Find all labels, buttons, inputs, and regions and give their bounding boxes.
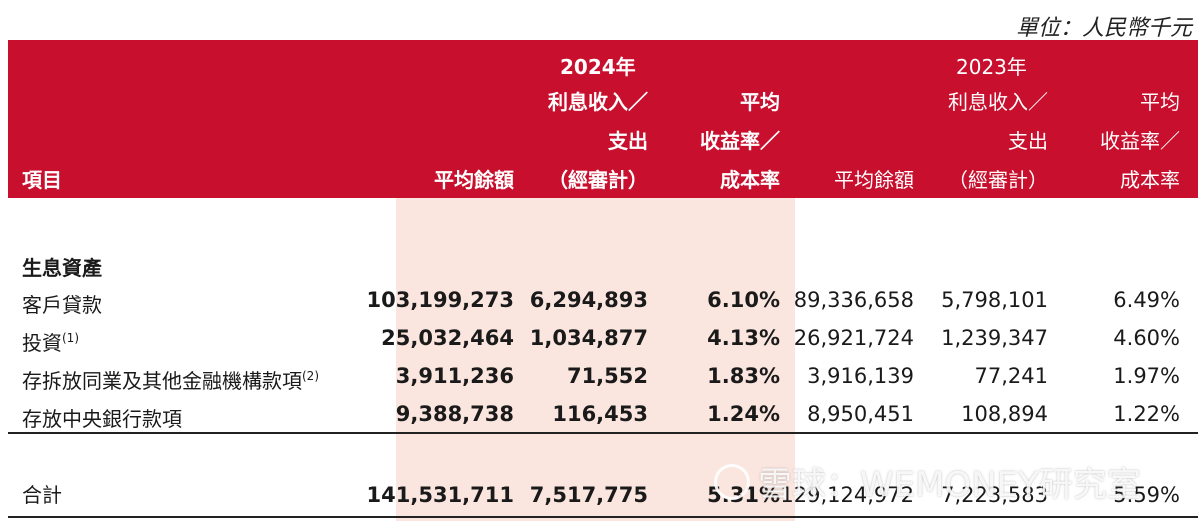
cell-rate-2024: 6.10%	[707, 288, 780, 312]
cell-balance-2024: 103,199,273	[366, 288, 514, 312]
unit-label: 單位：人民幣千元	[1015, 16, 1192, 41]
cell-interest-2024: 71,552	[566, 364, 648, 388]
bottom-divider-line	[8, 516, 1198, 518]
cell-interest-2024: 1,034,877	[529, 326, 648, 350]
divider-line	[8, 432, 1198, 434]
row-label: 存拆放同業及其他金融機構款項(2)	[22, 369, 319, 393]
cell-interest-2024: 116,453	[552, 402, 648, 426]
header-avg-balance-2024: 平均餘額	[434, 168, 514, 192]
header-yield-2023-l1: 平均	[1140, 90, 1180, 114]
cell-rate-2024: 1.83%	[707, 364, 780, 388]
cell-balance-2024: 9,388,738	[395, 402, 514, 426]
row-label: 存放中央銀行款項	[22, 407, 182, 431]
header-yield-2024-l2: 收益率／	[700, 129, 780, 153]
cell-balance-2023: 3,916,139	[807, 364, 914, 388]
cell-balance-2023: 8,950,451	[807, 402, 914, 426]
header-interest-2023-l1: 利息收入／	[948, 90, 1048, 114]
header-item: 項目	[22, 168, 62, 192]
row-label: 投資(1)	[22, 331, 79, 355]
total-row: 合計 141,531,711 7,517,775 5.31% 129,124,9…	[0, 478, 1200, 512]
total-balance-2023: 129,124,972	[780, 483, 914, 507]
header-interest-2023-l2: 支出	[1008, 129, 1048, 153]
header-year-2024: 2024年	[560, 55, 636, 79]
header-avg-balance-2023: 平均餘額	[834, 168, 914, 192]
total-interest-2024: 7,517,775	[529, 483, 648, 507]
header-yield-2024-l3: 成本率	[720, 168, 780, 192]
header-interest-2023-l3: （經審計）	[948, 168, 1048, 192]
header-yield-2023-l2: 收益率／	[1100, 129, 1180, 153]
table-row: 客戶貸款 103,199,273 6,294,893 6.10% 89,336,…	[0, 283, 1200, 317]
cell-rate-2024: 1.24%	[707, 402, 780, 426]
table-row: 存放中央銀行款項 9,388,738 116,453 1.24% 8,950,4…	[0, 397, 1200, 431]
cell-balance-2024: 25,032,464	[381, 326, 514, 350]
section-title: 生息資產	[22, 256, 102, 280]
table-header	[8, 40, 1198, 198]
cell-rate-2023: 6.49%	[1113, 288, 1180, 312]
total-balance-2024: 141,531,711	[366, 483, 514, 507]
cell-interest-2023: 1,239,347	[941, 326, 1048, 350]
cell-interest-2023: 5,798,101	[941, 288, 1048, 312]
cell-rate-2023: 1.97%	[1113, 364, 1180, 388]
snowball-logo-icon	[714, 464, 750, 500]
total-rate-2023: 5.59%	[1113, 483, 1180, 507]
cell-interest-2024: 6,294,893	[529, 288, 648, 312]
total-interest-2023: 7,223,583	[941, 483, 1048, 507]
cell-rate-2023: 4.60%	[1113, 326, 1180, 350]
table-row: 存拆放同業及其他金融機構款項(2) 3,911,236 71,552 1.83%…	[0, 359, 1200, 393]
header-yield-2024-l1: 平均	[740, 90, 780, 114]
header-interest-2024-l2: 支出	[608, 129, 648, 153]
cell-balance-2023: 89,336,658	[793, 288, 914, 312]
cell-balance-2023: 26,921,724	[793, 326, 914, 350]
cell-interest-2023: 108,894	[961, 402, 1048, 426]
row-label: 客戶貸款	[22, 293, 102, 317]
cell-rate-2024: 4.13%	[707, 326, 780, 350]
header-yield-2023-l3: 成本率	[1120, 168, 1180, 192]
watermark-text: 雪球：WEMONEY研究室	[758, 465, 1141, 505]
cell-balance-2024: 3,911,236	[395, 364, 514, 388]
cell-interest-2023: 77,241	[974, 364, 1048, 388]
watermark: 雪球：WEMONEY研究室	[714, 455, 1198, 515]
total-label: 合計	[22, 483, 62, 507]
table-row: 投資(1) 25,032,464 1,034,877 4.13% 26,921,…	[0, 321, 1200, 355]
header-interest-2024-l1: 利息收入／	[548, 90, 648, 114]
header-year-2023: 2023年	[956, 55, 1027, 79]
header-interest-2024-l3: （經審計）	[548, 168, 648, 192]
cell-rate-2023: 1.22%	[1113, 402, 1180, 426]
